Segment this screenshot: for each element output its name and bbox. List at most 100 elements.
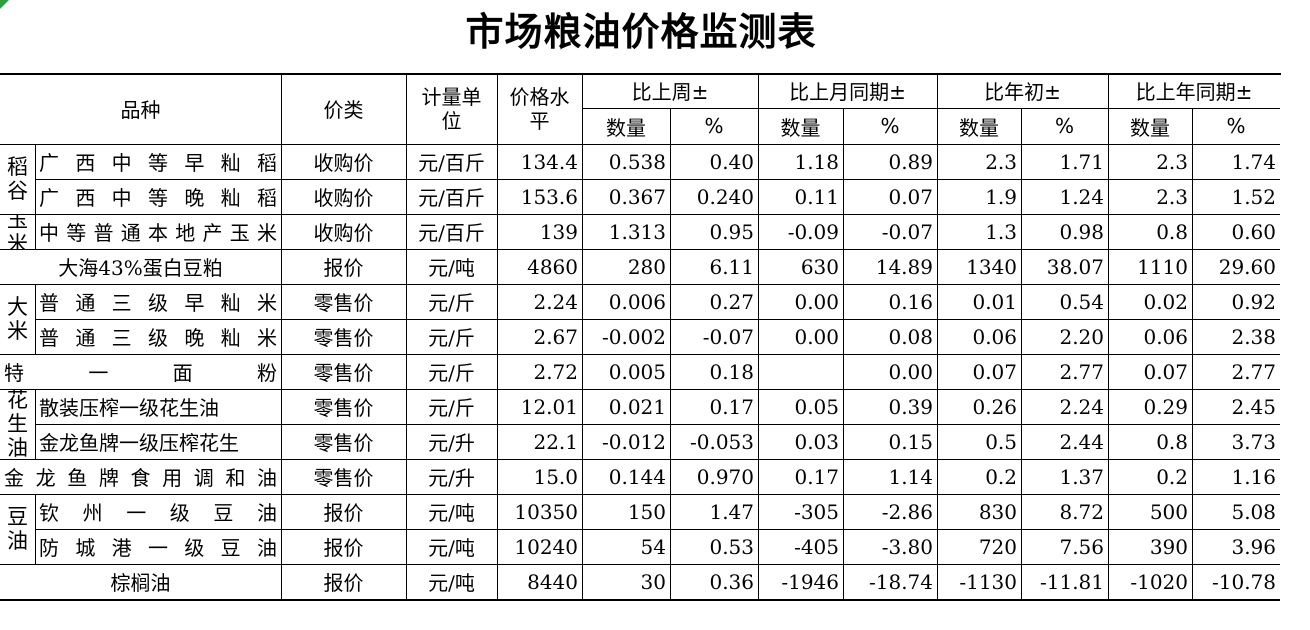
- value-m-q: -0.09: [787, 219, 839, 244]
- row-divider: [0, 284, 1280, 285]
- value-ly-q: 0.2: [1156, 464, 1188, 489]
- value-m-p: -3.80: [881, 534, 933, 559]
- row-divider: [35, 319, 1280, 320]
- variety-name-char: 鱼: [67, 466, 88, 490]
- group-label-char: 玉: [7, 214, 28, 232]
- price-type: 零售价: [313, 431, 374, 455]
- row-divider: [35, 424, 1280, 425]
- variety-name-char: 等: [66, 221, 87, 245]
- value-ly-q: 0.29: [1143, 394, 1188, 419]
- variety-name-char: 等: [147, 186, 168, 210]
- variety-name: 普通三级晚籼米: [35, 319, 281, 354]
- variety-name-char: 米: [256, 326, 277, 350]
- value-w-q: 30: [640, 569, 666, 594]
- value-m-p: 0.15: [888, 429, 933, 454]
- value-m-p: -2.86: [881, 499, 933, 524]
- variety-name-char: 普: [93, 221, 114, 245]
- group-label: 玉米: [0, 214, 35, 249]
- group-label: 豆油: [0, 494, 35, 564]
- variety-name: 散装压榨一级花生油: [39, 396, 219, 420]
- variety-name-char: 面: [172, 361, 193, 385]
- header-pct: %: [1054, 114, 1074, 138]
- variety-name: 普通三级早籼米: [35, 284, 281, 319]
- column-divider: [281, 73, 282, 599]
- price-type: 零售价: [313, 466, 374, 490]
- header-price-level: 价格水平: [509, 84, 570, 133]
- unit: 元/百斤: [418, 186, 485, 210]
- value-y-p: 0.54: [1059, 289, 1104, 314]
- value-y-p: 2.24: [1059, 394, 1104, 419]
- header-pct: %: [1226, 114, 1246, 138]
- group-column-divider: [35, 424, 36, 459]
- value-m-p: 14.89: [875, 254, 933, 279]
- table-bottom-border: [0, 599, 1280, 601]
- row-divider: [35, 529, 1280, 530]
- value-y-p: 2.77: [1059, 359, 1104, 384]
- value-w-q: 0.367: [608, 184, 666, 209]
- price-level: 10240: [514, 534, 578, 559]
- variety-name-char: 特: [4, 361, 24, 385]
- value-ly-p: 3.73: [1231, 429, 1276, 454]
- value-w-q: 1.313: [608, 219, 666, 244]
- value-ly-q: 0.8: [1156, 219, 1188, 244]
- value-w-p: -0.07: [702, 324, 754, 349]
- unit: 元/斤: [428, 326, 475, 350]
- table-top-border: [0, 73, 1280, 75]
- variety-name-char: 通: [75, 326, 96, 350]
- value-ly-q: 1110: [1137, 254, 1188, 279]
- variety-name-char: 西: [75, 186, 96, 210]
- variety-name: 棕榈油: [110, 571, 171, 595]
- value-w-q: 0.005: [608, 359, 666, 384]
- variety-name-char: 籼: [220, 186, 241, 210]
- group-label-char: 米: [7, 231, 28, 250]
- value-ly-q: 0.02: [1143, 289, 1188, 314]
- header-bottom-border: [0, 144, 1280, 145]
- value-y-q: 2.3: [985, 149, 1017, 174]
- variety-name-char: 中: [39, 221, 59, 245]
- header-pct: %: [880, 114, 900, 138]
- value-m-p: 0.16: [888, 289, 933, 314]
- value-ly-p: -10.78: [1211, 569, 1276, 594]
- variety-name-char: 籼: [220, 326, 241, 350]
- variety-name: 广西中等早籼稻: [35, 144, 281, 179]
- variety-name: 金龙鱼牌一级压榨花生: [39, 431, 239, 455]
- value-m-q: 0.05: [794, 394, 839, 419]
- group-label-char: 油: [7, 436, 28, 459]
- header-variety: 品种: [120, 98, 161, 122]
- variety-name-char: 城: [75, 536, 96, 560]
- variety-name-char: 一: [126, 501, 147, 525]
- sheet-corner-marker: [0, 0, 9, 9]
- row-divider: [0, 494, 1280, 495]
- group-label-char: 谷: [7, 179, 28, 203]
- variety-name: 大海43%蛋白豆粕: [58, 256, 223, 280]
- variety-name: 特一面粉: [0, 354, 281, 389]
- variety-name-char: 广: [39, 151, 59, 175]
- value-y-p: 2.44: [1059, 429, 1104, 454]
- variety-name: 金龙鱼牌食用调和油: [0, 459, 281, 494]
- value-w-p: 0.27: [709, 289, 754, 314]
- variety-name-char: 稻: [256, 186, 277, 210]
- price-type: 零售价: [313, 396, 374, 420]
- group-label-char: 米: [7, 319, 28, 343]
- value-y-q: 1340: [966, 254, 1017, 279]
- value-y-p: 8.72: [1059, 499, 1104, 524]
- unit: 元/百斤: [418, 151, 485, 175]
- column-divider: [582, 73, 583, 599]
- price-level: 22.1: [533, 429, 578, 454]
- header-qty: 数量: [1130, 115, 1170, 140]
- value-ly-p: 2.45: [1231, 394, 1276, 419]
- variety-name-char: 豆: [213, 501, 234, 525]
- group-column-divider: [35, 494, 36, 529]
- variety-name-char: 豆: [220, 536, 241, 560]
- variety-name-char: 产: [202, 221, 223, 245]
- right-edge-top: [1280, 73, 1281, 75]
- unit: 元/百斤: [418, 221, 485, 245]
- header-unit: 计量单位: [421, 84, 482, 133]
- variety-name-char: 三: [111, 326, 132, 350]
- value-ly-p: 2.77: [1231, 359, 1276, 384]
- variety-name-char: 牌: [98, 466, 119, 490]
- value-m-p: 0.89: [888, 149, 933, 174]
- value-ly-q: 2.3: [1156, 184, 1188, 209]
- variety-name-char: 西: [75, 151, 96, 175]
